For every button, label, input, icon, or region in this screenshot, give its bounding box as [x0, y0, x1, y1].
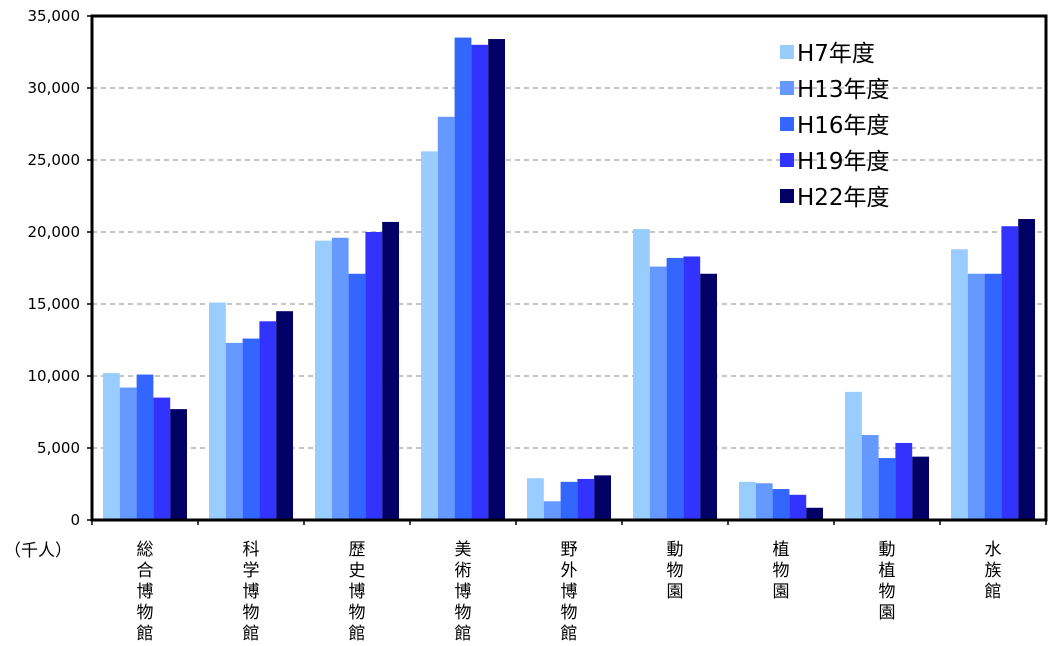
bar	[789, 494, 807, 520]
unit-label: （千人）	[4, 541, 72, 561]
bar	[454, 37, 472, 520]
x-tick-label: 科学博物館	[243, 540, 260, 644]
bar	[633, 229, 650, 520]
bar	[984, 273, 1002, 520]
bar	[242, 338, 260, 520]
x-tick-label: 野外博物館	[561, 540, 578, 644]
y-tick-label: 10,000	[28, 367, 81, 385]
bar	[878, 458, 896, 520]
grid-lines	[92, 87, 1046, 449]
bar	[348, 273, 366, 520]
axes	[90, 14, 1048, 525]
x-tick-label: 植物園	[773, 540, 790, 602]
bars	[103, 37, 1035, 521]
x-axis-labels: 総合博物館 科学博物館 歴史博物館 美術博物館 野外博物館 動物園 植物園 動植物園 水族館	[137, 540, 1002, 644]
plot-frame	[90, 14, 1048, 522]
bar	[276, 311, 293, 520]
bar	[700, 273, 717, 520]
bar	[315, 240, 332, 520]
legend-swatch	[780, 45, 794, 59]
bar	[119, 387, 137, 520]
bar	[170, 409, 187, 520]
bar	[527, 478, 544, 520]
bar	[666, 257, 684, 520]
x-tick-label: 動植物園	[879, 540, 896, 623]
y-tick-label: 0	[70, 511, 80, 529]
y-tick-label: 35,000	[28, 7, 81, 25]
legend-swatch	[780, 117, 794, 131]
bar	[649, 266, 667, 520]
bar	[755, 483, 773, 520]
bar	[331, 237, 349, 520]
bar	[739, 481, 756, 520]
bar	[577, 478, 595, 520]
bar	[259, 321, 277, 520]
bar	[895, 442, 913, 520]
legend-swatch	[780, 189, 794, 203]
x-tick-label: 動物園	[667, 540, 684, 602]
x-tick-label: 歴史博物館	[349, 540, 366, 644]
bar	[1001, 226, 1019, 521]
bar	[209, 302, 226, 520]
legend-label: H7年度	[797, 41, 875, 67]
legend-swatch	[780, 81, 794, 95]
bar	[153, 397, 171, 520]
bar	[560, 481, 578, 520]
bar	[861, 435, 879, 520]
y-tick-label: 30,000	[28, 79, 81, 97]
legend-label: H16年度	[797, 113, 890, 139]
legend-label: H13年度	[797, 77, 890, 103]
bar	[103, 373, 120, 520]
bar	[225, 342, 243, 520]
bar	[806, 507, 823, 520]
x-tick-label: 美術博物館	[455, 540, 472, 644]
bar	[772, 489, 790, 520]
bar	[683, 256, 701, 520]
bar	[488, 39, 505, 520]
bar	[471, 44, 489, 521]
bar	[967, 273, 985, 520]
legend-label: H19年度	[797, 149, 890, 175]
y-tick-label: 5,000	[37, 439, 80, 457]
y-axis-ticks: 0 5,000 10,000 15,000 20,000 25,000 30,000 35,0…	[28, 7, 92, 529]
bar	[365, 232, 383, 520]
bar	[1018, 219, 1035, 521]
x-tick-label: 水族館	[985, 540, 1002, 602]
legend: H7年度 H13年度 H16年度 H19年度 H22年度	[780, 41, 890, 211]
bar	[421, 151, 438, 521]
bar	[437, 116, 455, 521]
bar	[136, 374, 154, 520]
legend-swatch	[780, 153, 794, 167]
bar	[912, 456, 929, 520]
bar	[382, 221, 399, 521]
bar	[951, 249, 968, 520]
y-tick-label: 25,000	[28, 151, 81, 169]
x-tick-label: 総合博物館	[137, 540, 154, 644]
legend-label: H22年度	[797, 185, 890, 211]
bar	[594, 475, 611, 520]
bar	[845, 391, 862, 520]
bar	[543, 501, 561, 520]
y-tick-label: 20,000	[28, 223, 81, 241]
y-tick-label: 15,000	[28, 295, 81, 313]
